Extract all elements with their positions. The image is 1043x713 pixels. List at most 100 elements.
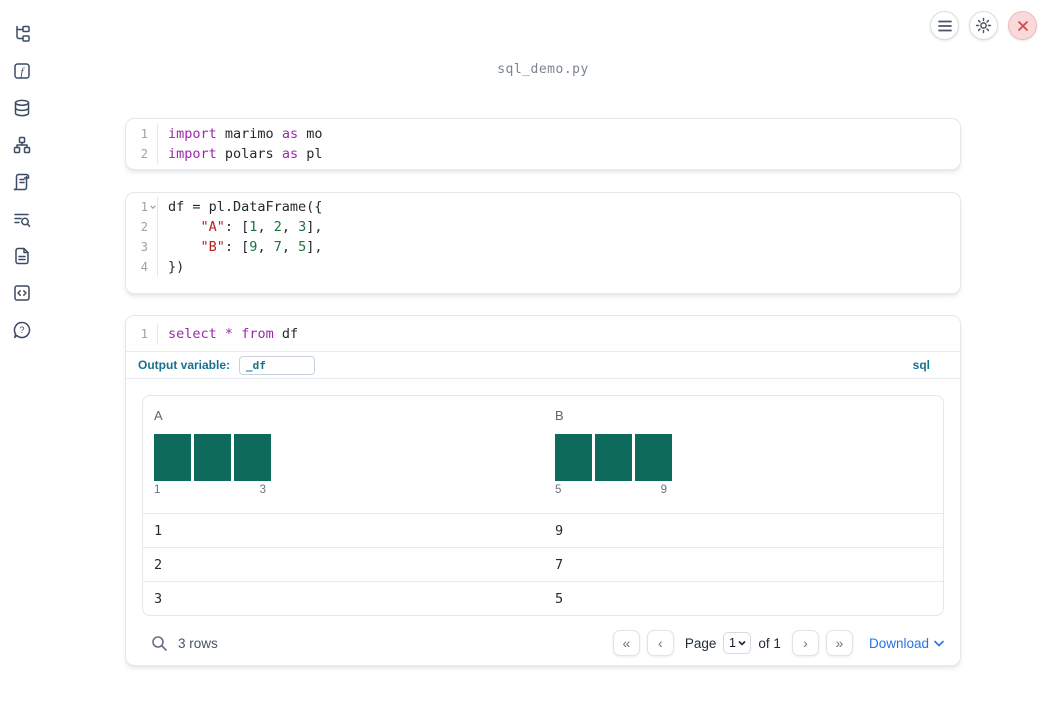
histogram-bar <box>234 434 271 481</box>
divider <box>126 351 960 352</box>
table-cell: 5 <box>555 590 564 607</box>
notebook-filename: sql_demo.py <box>497 62 589 77</box>
line-number: 3 <box>140 240 148 254</box>
histogram-bar <box>635 434 672 481</box>
table-cell: 9 <box>555 522 564 539</box>
line-number: 2 <box>140 147 148 161</box>
close-icon <box>1017 20 1028 31</box>
documentation-icon[interactable] <box>12 245 33 266</box>
code-text: }) <box>157 257 960 277</box>
page-select-value: 1 <box>728 636 736 650</box>
table-of-contents-icon[interactable] <box>12 208 33 229</box>
svg-text:?: ? <box>19 325 24 335</box>
settings-button[interactable] <box>969 11 998 40</box>
histogram-bar <box>194 434 231 481</box>
column-name: B <box>555 408 564 423</box>
code-text: import polars as pl <box>157 144 960 164</box>
functions-icon[interactable]: f <box>12 60 33 81</box>
sql-cell: 1 select * from df Output variable: sql A… <box>125 315 961 666</box>
divider <box>126 378 960 379</box>
dependency-graph-icon[interactable] <box>12 134 33 155</box>
helper-panel-sidebar: f ? <box>0 0 44 713</box>
column-histogram <box>154 434 271 481</box>
table-footer: 3 rows « ‹ Page 1 of 1 › » Download <box>142 625 944 661</box>
shutdown-button[interactable] <box>1008 11 1037 40</box>
datasources-icon[interactable] <box>12 97 33 118</box>
gutter-spacer <box>148 324 157 344</box>
sql-cell-toolbar: Output variable: sql <box>126 352 960 378</box>
row-count: 3 rows <box>178 635 218 651</box>
histogram-bar <box>154 434 191 481</box>
line-number: 1 <box>140 127 148 141</box>
hamburger-menu-button[interactable] <box>930 11 959 40</box>
output-variable-input[interactable] <box>239 355 316 375</box>
gutter-spacer <box>148 257 157 277</box>
histogram-range-label: 3 <box>259 484 266 496</box>
histogram-range-label: 5 <box>555 484 562 496</box>
column-histogram <box>555 434 672 481</box>
table-cell: 3 <box>154 590 163 607</box>
language-badge: sql <box>912 358 930 372</box>
histogram-bar <box>555 434 592 481</box>
sql-code-editor[interactable]: 1 select * from df <box>126 316 960 351</box>
search-icon[interactable] <box>151 635 168 652</box>
histogram-range-label: 1 <box>154 484 161 496</box>
gutter-spacer <box>148 217 157 237</box>
hamburger-menu-icon <box>937 20 952 31</box>
code-line[interactable]: 1 import marimo as mo <box>126 124 960 144</box>
column-name: A <box>154 408 163 423</box>
download-label: Download <box>868 635 929 651</box>
code-editor[interactable]: 1 df = pl.DataFrame({2 "A": [1, 2, 3], 3 "… <box>126 197 960 277</box>
next-page-button[interactable]: › <box>791 630 819 656</box>
first-page-button[interactable]: « <box>612 630 640 656</box>
file-tree-icon[interactable] <box>12 23 33 44</box>
line-number: 4 <box>140 260 148 274</box>
output-variable-label: Output variable: <box>138 358 231 372</box>
download-button[interactable]: Download <box>869 636 944 651</box>
code-text: import marimo as mo <box>157 124 960 144</box>
code-line[interactable]: 1 select * from df <box>126 324 960 344</box>
page-select[interactable]: 1 <box>723 632 752 654</box>
gutter-spacer <box>148 237 157 257</box>
previous-page-button[interactable]: ‹ <box>646 630 674 656</box>
code-line[interactable]: 2 "A": [1, 2, 3], <box>126 217 960 237</box>
code-line[interactable]: 1 df = pl.DataFrame({ <box>126 197 960 217</box>
last-page-button[interactable]: » <box>825 630 853 656</box>
line-number: 1 <box>140 327 148 341</box>
line-number: 2 <box>140 220 148 234</box>
page-total-label: of 1 <box>758 635 781 651</box>
code-line[interactable]: 4}) <box>126 257 960 277</box>
table-cell: 1 <box>154 522 163 539</box>
histogram-bar <box>595 434 632 481</box>
code-cell-imports[interactable]: 1 import marimo as mo 2 import polars as pl <box>125 118 961 170</box>
gutter-spacer <box>148 124 157 144</box>
table-cell: 7 <box>555 556 564 573</box>
svg-text:f: f <box>20 66 25 78</box>
logs-icon[interactable] <box>12 171 33 192</box>
code-line[interactable]: 2 import polars as pl <box>126 144 960 164</box>
chevron-down-icon <box>934 640 944 647</box>
table-cell: 2 <box>154 556 163 573</box>
fold-chevron-icon[interactable] <box>148 197 157 217</box>
code-line[interactable]: 3 "B": [9, 7, 5], <box>126 237 960 257</box>
page-label: Page <box>684 635 717 651</box>
snippets-icon[interactable] <box>12 282 33 303</box>
histogram-range-label: 9 <box>660 484 667 496</box>
code-editor[interactable]: 1 import marimo as mo 2 import polars as pl <box>126 124 960 164</box>
help-icon[interactable]: ? <box>12 319 33 340</box>
gear-icon <box>975 17 992 34</box>
pagination: « ‹ Page 1 of 1 › » Download <box>612 630 944 656</box>
code-text: "A": [1, 2, 3], <box>157 217 960 237</box>
code-cell-dataframe[interactable]: 1 df = pl.DataFrame({2 "A": [1, 2, 3], 3 "… <box>125 192 961 294</box>
